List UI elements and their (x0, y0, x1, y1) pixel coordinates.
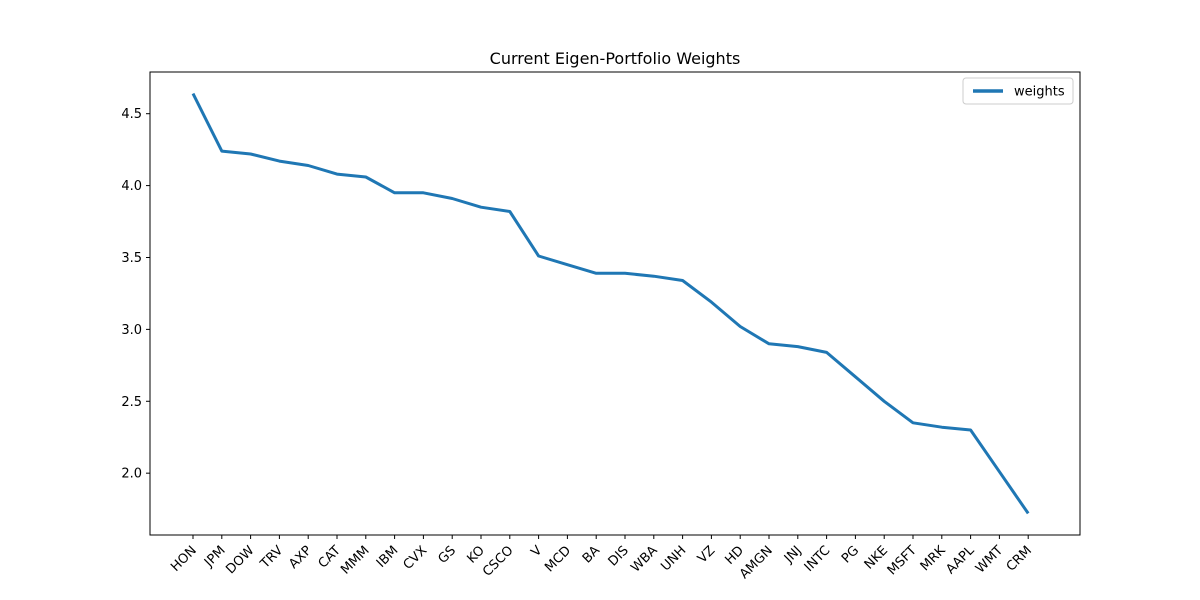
x-tick-label: WMT (973, 543, 1006, 576)
x-tick-label: UNH (658, 543, 689, 574)
x-tick-label: KO (464, 543, 487, 566)
x-tick-label: AXP (286, 543, 315, 572)
x-tick-label: CSCO (480, 543, 517, 580)
y-tick-label: 3.0 (121, 323, 142, 338)
y-tick-label: 4.0 (121, 179, 142, 194)
series-line-weights (191, 92, 1030, 515)
x-tick-label: VZ (695, 543, 718, 566)
x-tick-label: GS (435, 543, 459, 567)
x-tick-label: AMGN (737, 543, 776, 582)
x-tick-label: CVX (401, 543, 431, 573)
chart-title: Current Eigen-Portfolio Weights (490, 49, 741, 68)
x-tick-label: IBM (374, 543, 402, 571)
y-tick-label: 2.0 (121, 467, 142, 482)
axes-frame (149, 71, 1081, 536)
x-tick-label: DOW (223, 543, 257, 577)
x-tick-label: MMM (338, 543, 372, 577)
x-tick-label: JNJ (781, 543, 805, 567)
x-tick-label: TRV (257, 543, 286, 572)
plot-area (191, 92, 1030, 515)
x-tick-label: CRM (1004, 543, 1035, 574)
x-tick-label: INTC (802, 543, 834, 575)
y-tick-label: 4.5 (121, 107, 142, 122)
x-tick-label: MCD (542, 543, 574, 575)
x-tick-label: WBA (628, 543, 660, 575)
x-tick-label: MRK (918, 543, 949, 574)
x-tick-label: HON (168, 543, 200, 575)
x-tick-label: PG (839, 543, 862, 566)
legend: weights (962, 77, 1074, 105)
x-tick-label: V (529, 543, 546, 560)
x-tick-label: BA (580, 543, 603, 566)
x-tick-label: AAPL (943, 543, 978, 578)
legend-label-weights: weights (1014, 85, 1065, 100)
legend-box (962, 77, 1074, 105)
y-tick-label: 2.5 (121, 395, 142, 410)
y-tick-label: 3.5 (121, 251, 142, 266)
x-tick-label: MSFT (885, 543, 920, 578)
